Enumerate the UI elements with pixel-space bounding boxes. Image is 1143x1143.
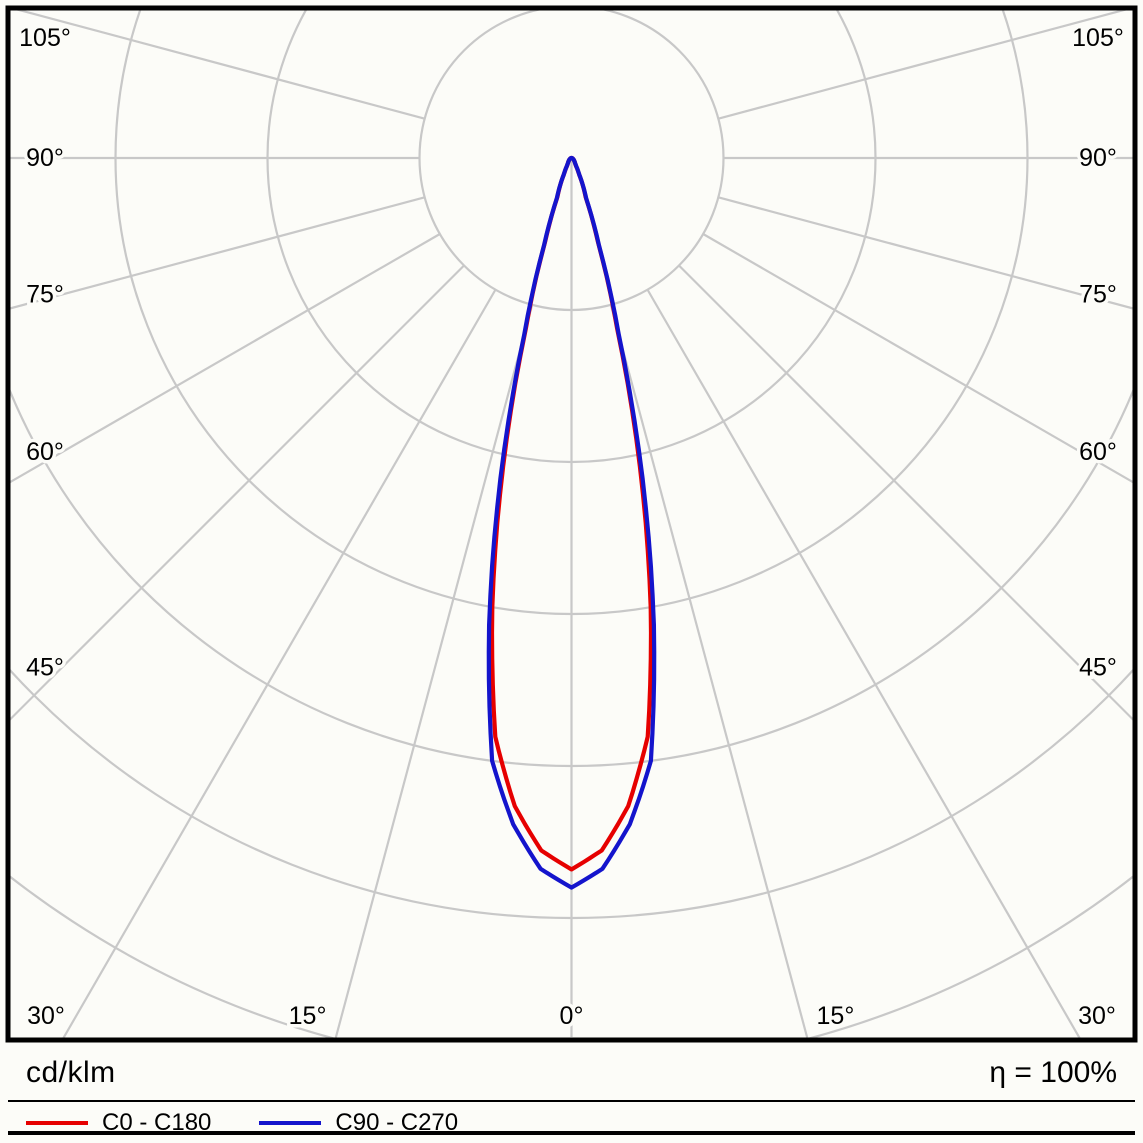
angle-label: 30°	[27, 1002, 65, 1030]
grid-radial-line	[334, 304, 534, 1038]
grid-radial-line	[646, 289, 1081, 1038]
grid-radial-line	[10, 264, 465, 721]
bottom-border-line	[8, 1131, 1135, 1135]
grid-radial-line	[62, 289, 497, 1038]
angle-label: 15°	[817, 1002, 855, 1030]
grid-radial-line	[16, 10, 425, 120]
footer-separator-line	[8, 1100, 1135, 1102]
grid-radial-line	[678, 264, 1133, 721]
angle-label: 30°	[1078, 1002, 1116, 1030]
grid-radial-line	[10, 233, 441, 484]
grid-radial-line	[718, 196, 1133, 310]
efficiency-label: η = 100%	[989, 1056, 1117, 1089]
grid-radial-line	[609, 304, 809, 1038]
legend-swatch-c90-c270	[259, 1121, 322, 1125]
angle-label: 0°	[560, 1002, 584, 1030]
angle-label: 75°	[1079, 281, 1117, 309]
angle-label: 105°	[19, 24, 71, 52]
angle-label: 60°	[26, 438, 64, 466]
angle-label: 90°	[1079, 144, 1117, 172]
angle-label: 45°	[26, 654, 64, 682]
angle-label: 75°	[26, 281, 64, 309]
angle-label: 90°	[26, 144, 64, 172]
curve-c90-c270	[486, 155, 657, 890]
grid-radial-line	[10, 196, 425, 310]
grid-radial-line	[702, 233, 1133, 484]
plot-border	[5, 5, 1138, 1043]
angle-label: 45°	[1079, 654, 1117, 682]
grid-radial-line	[718, 10, 1127, 120]
units-label: cd/klm	[26, 1056, 116, 1089]
angle-label: 105°	[1072, 24, 1124, 52]
angle-label: 60°	[1079, 438, 1117, 466]
angle-labels: 105° 90° 75° 60° 45° 105° 90° 75° 60° 45° 30° 15° 0°…	[16, 21, 1128, 1034]
intensity-curves	[486, 155, 657, 890]
legend-swatch-c0-c180	[26, 1121, 88, 1125]
angle-label: 15°	[289, 1002, 327, 1030]
